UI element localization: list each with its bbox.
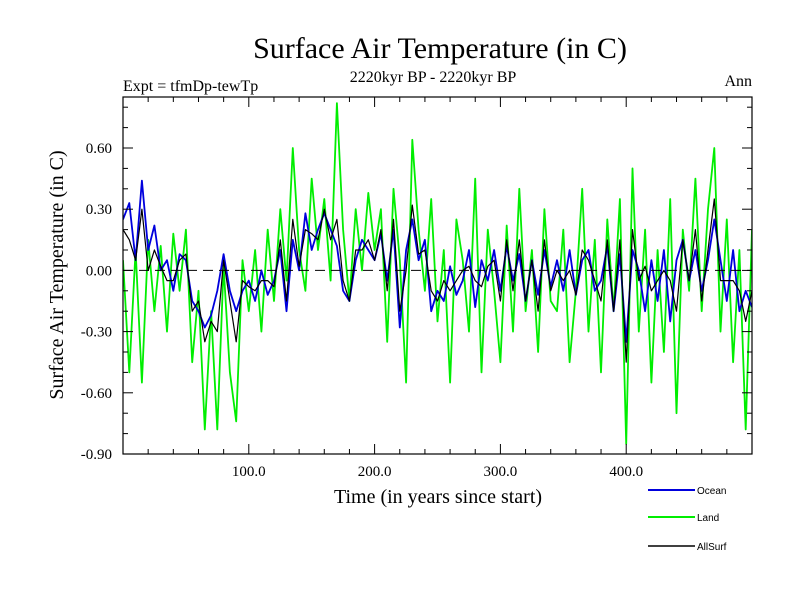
season-label: Ann <box>724 73 752 90</box>
series-line-land <box>123 102 752 445</box>
x-axis: 100.0 200.0 300.0 400.0 <box>147 97 728 480</box>
x-tick-label: 300.0 <box>484 464 518 480</box>
x-axis-label: Time (in years since start) <box>334 486 542 508</box>
legend: Ocean Land AllSurf <box>648 486 727 553</box>
chart-title: Surface Air Temperature (in C) <box>253 32 627 65</box>
legend-label-ocean: Ocean <box>697 486 726 497</box>
legend-label-land: Land <box>697 513 719 524</box>
y-tick-label: -0.90 <box>81 447 112 463</box>
y-axis-label: Surface Air Temperature (in C) <box>46 150 68 399</box>
series-line-ocean <box>123 179 752 343</box>
legend-label-allsurf: AllSurf <box>697 542 727 553</box>
x-tick-label: 200.0 <box>358 464 392 480</box>
y-tick-label: 0.30 <box>86 202 112 218</box>
experiment-label: Expt = tfmDp-tewTp <box>123 78 258 95</box>
y-tick-label: 0.60 <box>86 141 112 157</box>
y-axis: 0.60 0.30 0.00 -0.30 -0.60 -0.90 <box>81 106 752 463</box>
series-line-allsurf <box>123 198 752 363</box>
x-tick-label: 400.0 <box>609 464 643 480</box>
chart-subtitle: 2220kyr BP - 2220kyr BP <box>350 69 517 86</box>
plot-frame <box>122 96 753 455</box>
y-tick-label: -0.60 <box>81 386 112 402</box>
y-tick-label: -0.30 <box>81 325 112 341</box>
x-tick-label: 100.0 <box>232 464 266 480</box>
plot-area <box>123 102 752 445</box>
y-tick-label: 0.00 <box>86 263 112 279</box>
